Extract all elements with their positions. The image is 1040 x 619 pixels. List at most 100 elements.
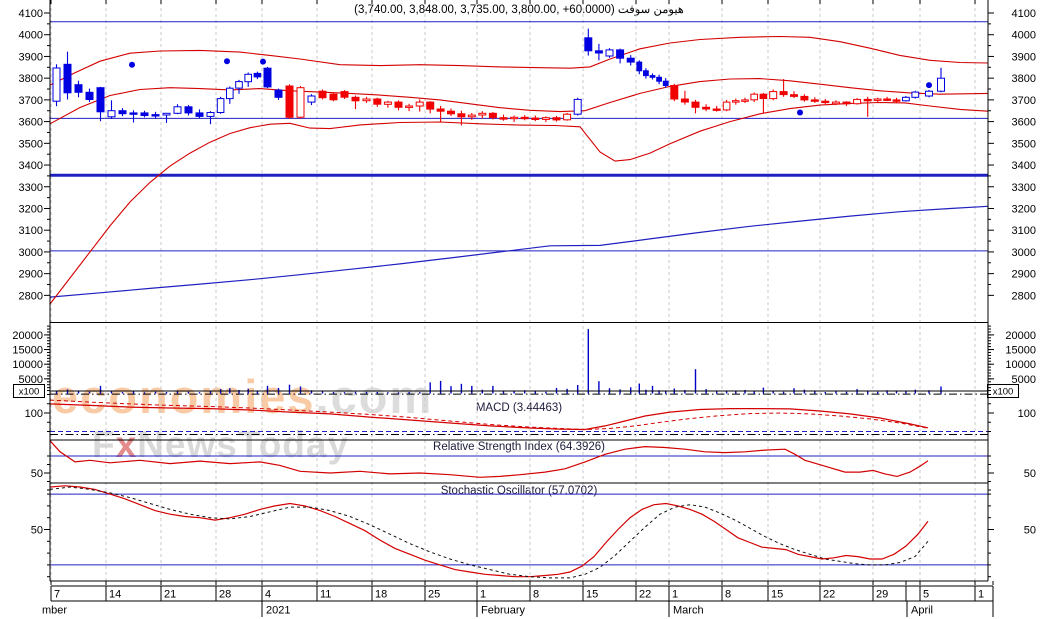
date-label: 21 [164,589,176,601]
candle-body [447,110,455,115]
volume-axis-label-right: 5000 [1012,374,1036,386]
watermark-brand: economies.com [52,370,433,423]
macd-axis-label-left: 100 [25,408,43,420]
candle-body [263,67,272,88]
candle-body [520,116,529,120]
volume-axis-label-right: 20000 [1005,330,1036,342]
price-axis-label-right: 2900 [1012,269,1036,281]
candle-body [383,101,392,105]
candle-body [226,87,234,100]
macd-line [49,403,929,431]
candle-body [151,114,160,117]
candle-body [206,112,215,117]
candle-body [162,112,171,116]
candle-body [800,95,809,101]
price-axis-label-right: 2800 [1012,290,1036,302]
rsi-axis-label-right: 50 [1024,468,1036,480]
bollinger-upper-band [49,35,989,86]
candle-body [426,101,435,110]
date-label: 1 [672,589,678,601]
price-axis-label-right: 3500 [1012,138,1036,150]
candle-body [488,112,497,119]
price-axis-label-right: 3000 [1012,247,1036,259]
candle-body [702,106,711,110]
candle-body [405,105,414,108]
candle-body [318,90,327,99]
candle-body [340,91,349,98]
candle-body [184,106,193,114]
volume-scale-box-left: x100 [13,384,45,398]
candle-body [373,98,382,105]
candle-body [892,99,901,102]
candle-body [863,98,872,102]
signal-dot [926,82,932,89]
month-label: mber [42,605,67,617]
candle-body [732,100,740,103]
date-label: 14 [109,589,121,601]
month-label: February [481,605,526,617]
candle-body [605,49,614,57]
candle-body [96,87,105,113]
candle-body [691,101,700,108]
date-label: 8 [533,589,539,601]
candle-body [636,61,643,72]
volume-scale-box-right: x100 [987,384,1019,398]
candle-body [329,93,338,101]
price-axis-label-right: 3200 [1012,203,1036,215]
candle-body [307,95,316,103]
candle-body [351,96,360,102]
candle-body [925,90,933,97]
candle-body [552,117,561,121]
candle-body [541,117,550,120]
price-axis-label-left: 3600 [19,117,43,129]
month-label: 2021 [266,605,290,617]
candle-body [616,49,625,59]
candle-body [662,80,669,86]
candle-body [656,76,663,82]
price-axis-label-right: 3400 [1012,160,1036,172]
macd-axis-label-right: 100 [1018,408,1036,420]
candle-body [140,112,149,117]
stochastic-axis-label-left: 50 [31,525,43,537]
date-label: 7 [54,589,60,601]
candle-body [478,112,487,116]
candle-body [195,112,204,117]
candle-body [563,113,572,121]
volume-axis-label-right: 15000 [1005,345,1036,357]
price-axis-label-left: 2900 [19,269,43,281]
price-axis-label-left: 3900 [19,51,43,63]
candle-body [643,70,649,77]
stochastic-axis-label-right: 50 [1024,525,1036,537]
date-label: 11 [320,589,331,601]
bollinger-middle-band [49,78,989,125]
candle-body [670,85,679,100]
stochastic-d-line [49,486,929,579]
date-label: 1 [480,589,486,601]
price-axis-label-right: 4000 [1012,30,1036,42]
candle-body [769,91,778,100]
candle-body [842,101,851,105]
candle-body [253,72,262,78]
candle-body [722,101,731,111]
price-axis-label-left: 3300 [19,182,43,194]
price-axis-label-left: 3200 [19,203,43,215]
candle-body [883,98,892,101]
volume-scale-note-right: x100 [993,387,1014,398]
candle-body [759,93,768,99]
date-label: 5 [923,589,929,601]
price-axis-label-right: 3300 [1012,182,1036,194]
candle-body [680,98,689,103]
macd-signal-line [49,399,929,431]
candle-body [63,63,72,94]
date-label: 4 [265,589,271,601]
price-axis-label-left: 4000 [19,30,43,42]
candle-body [937,77,945,92]
candle-body [873,98,882,101]
signal-dot [129,61,135,68]
candle-body [118,110,127,115]
candle-body [712,108,721,111]
date-label: 29 [876,589,888,601]
date-label: 15 [771,589,783,601]
price-axis-label-left: 4100 [19,8,43,20]
